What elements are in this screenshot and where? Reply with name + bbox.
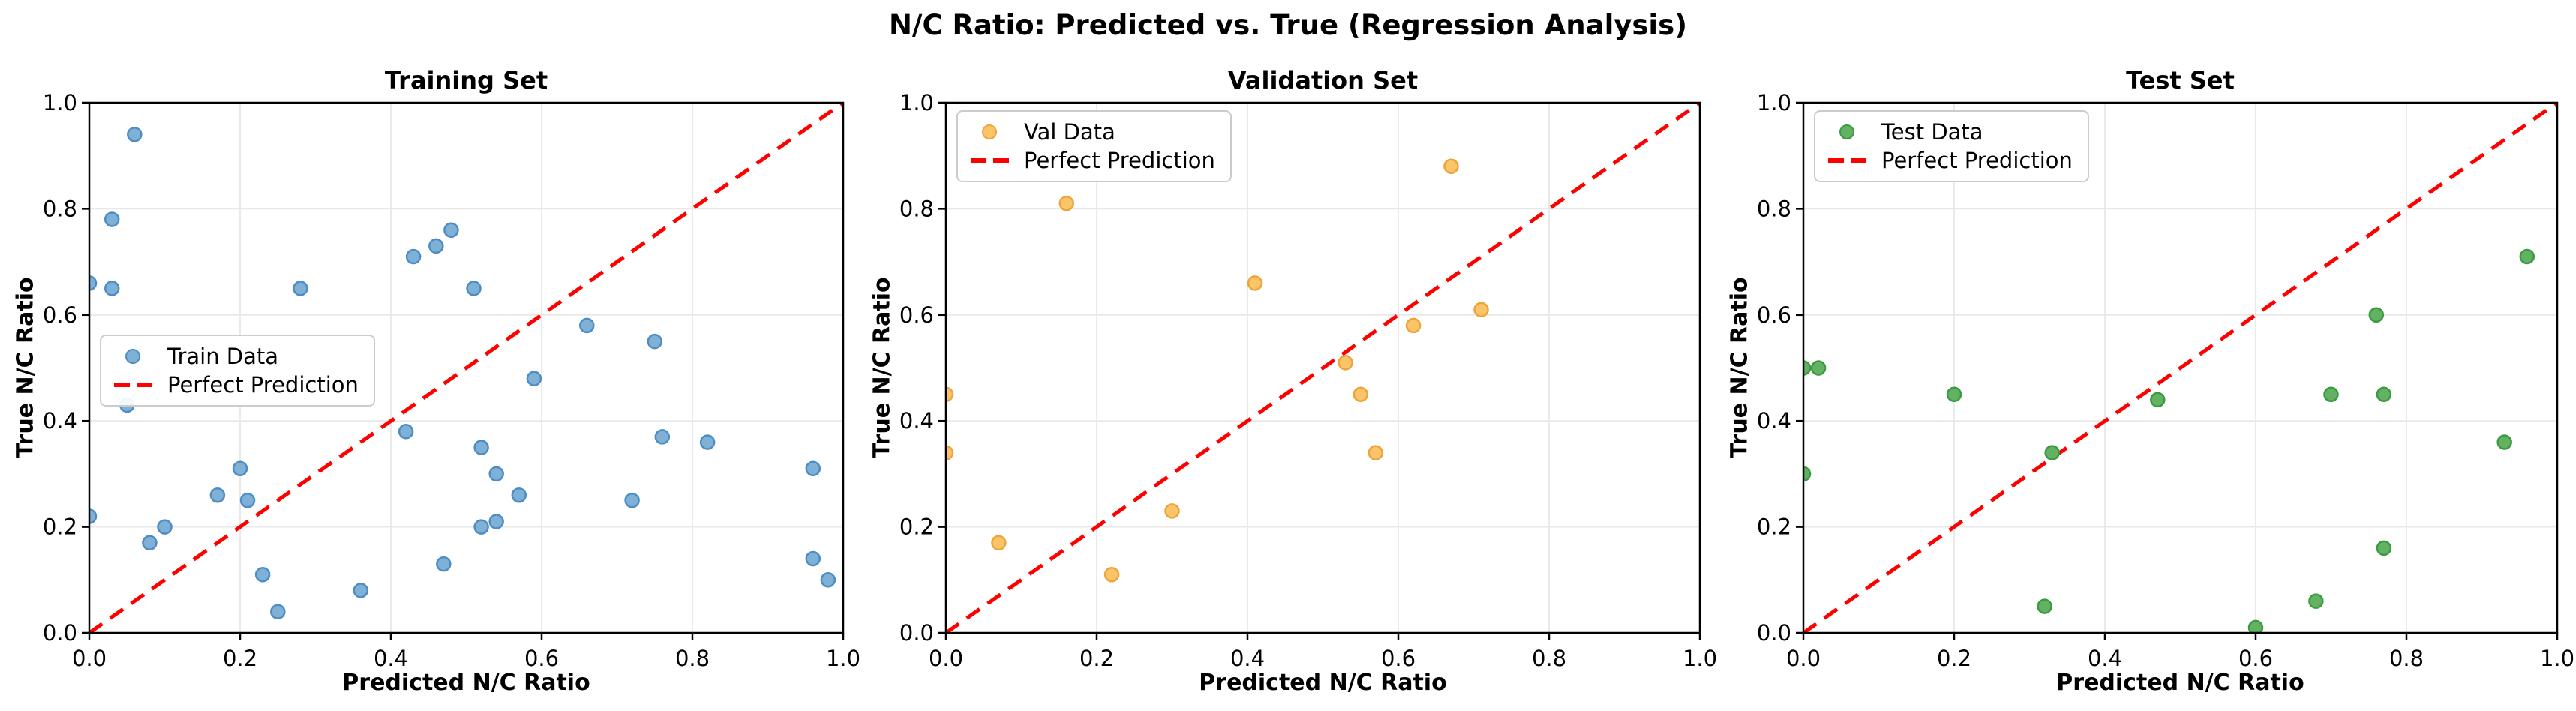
y-axis-label: True N/C Ratio xyxy=(12,277,39,458)
test-scatter-canvas: 0.0 0.2 0.4 0.6 0.8 1.0 0.0 0.2 0.4 0.6 0.8 1.0 xyxy=(1757,90,2574,671)
svg-text:0.2: 0.2 xyxy=(1757,514,1791,540)
svg-text:0.4: 0.4 xyxy=(2088,646,2122,671)
legend: Test Data Perfect Prediction xyxy=(1814,110,2089,182)
svg-text:1.0: 1.0 xyxy=(1683,646,1717,671)
svg-text:0.4: 0.4 xyxy=(1757,408,1791,434)
legend-label: Perfect Prediction xyxy=(1881,148,2073,173)
svg-text:1.0: 1.0 xyxy=(2540,646,2574,671)
svg-text:0.8: 0.8 xyxy=(2389,646,2424,671)
svg-text:0.6: 0.6 xyxy=(2238,646,2273,671)
svg-text:0.0: 0.0 xyxy=(899,620,934,646)
svg-text:0.2: 0.2 xyxy=(43,514,77,540)
legend-row: Perfect Prediction xyxy=(1823,146,2073,175)
legend-label: Test Data xyxy=(1881,119,1983,145)
x-axis-label: Predicted N/C Ratio xyxy=(2056,670,2304,696)
legend-label: Train Data xyxy=(167,344,279,369)
training-scatter-canvas: 0.0 0.2 0.4 0.6 0.8 1.0 0.0 0.2 0.4 0.6 0.8 1.0 xyxy=(43,90,860,671)
x-axis-label: Predicted N/C Ratio xyxy=(1199,670,1447,696)
svg-text:0.4: 0.4 xyxy=(374,646,408,671)
legend-label: Perfect Prediction xyxy=(1024,148,1215,173)
svg-text:0.4: 0.4 xyxy=(1230,646,1265,671)
dashed-line-icon xyxy=(1827,158,1866,163)
x-axis-label: Predicted N/C Ratio xyxy=(342,670,590,696)
y-axis-label: True N/C Ratio xyxy=(1726,277,1753,458)
svg-text:1.0: 1.0 xyxy=(826,646,860,671)
legend-label: Val Data xyxy=(1024,119,1115,145)
svg-text:0.0: 0.0 xyxy=(43,620,77,646)
y-axis-label: True N/C Ratio xyxy=(869,277,896,458)
scatter-marker-icon xyxy=(1839,124,1854,140)
svg-text:0.6: 0.6 xyxy=(43,302,77,328)
svg-text:0.4: 0.4 xyxy=(899,408,934,434)
subplot-test: 0.0 0.2 0.4 0.6 0.8 1.0 0.0 0.2 0.4 0.6 0.8 1.0 Tes… xyxy=(1714,0,2576,711)
legend: Val Data Perfect Prediction xyxy=(956,110,1232,182)
svg-text:0.0: 0.0 xyxy=(1757,620,1791,646)
legend: Train Data Perfect Prediction xyxy=(100,334,375,406)
svg-text:0.2: 0.2 xyxy=(1079,646,1114,671)
legend-row: Perfect Prediction xyxy=(965,146,1215,175)
svg-text:1.0: 1.0 xyxy=(43,90,77,116)
svg-text:0.8: 0.8 xyxy=(899,196,934,221)
subplot-validation: 0.0 0.2 0.4 0.6 0.8 1.0 0.0 0.2 0.4 0.6 0.8 1.0 Val… xyxy=(857,0,1719,711)
svg-text:0.0: 0.0 xyxy=(1786,646,1821,671)
svg-text:0.6: 0.6 xyxy=(899,302,934,328)
svg-text:0.6: 0.6 xyxy=(524,646,559,671)
svg-text:0.0: 0.0 xyxy=(929,646,963,671)
svg-text:0.0: 0.0 xyxy=(72,646,107,671)
plot-title: Validation Set xyxy=(1227,66,1419,94)
subplot-training: 0.0 0.2 0.4 0.6 0.8 1.0 0.0 0.2 0.4 0.6 0.8 1.0 Tra… xyxy=(0,0,862,711)
scatter-marker-icon xyxy=(125,349,140,364)
svg-text:0.2: 0.2 xyxy=(223,646,257,671)
legend-row: Val Data xyxy=(965,118,1215,146)
legend-row: Train Data xyxy=(109,342,359,370)
svg-text:0.2: 0.2 xyxy=(899,514,934,540)
svg-text:0.8: 0.8 xyxy=(675,646,710,671)
svg-text:0.4: 0.4 xyxy=(43,408,77,434)
figure-title: N/C Ratio: Predicted vs. True (Regressio… xyxy=(888,9,1688,41)
svg-text:0.6: 0.6 xyxy=(1757,302,1791,328)
svg-text:0.8: 0.8 xyxy=(1757,196,1791,221)
legend-label: Perfect Prediction xyxy=(167,372,359,398)
svg-text:1.0: 1.0 xyxy=(1757,90,1791,116)
dashed-line-icon xyxy=(113,382,152,387)
svg-text:0.8: 0.8 xyxy=(1532,646,1566,671)
plot-title: Training Set xyxy=(384,66,548,94)
svg-text:1.0: 1.0 xyxy=(899,90,934,116)
plot-title: Test Set xyxy=(2126,66,2235,94)
dashed-line-icon xyxy=(970,158,1009,163)
validation-scatter-canvas: 0.0 0.2 0.4 0.6 0.8 1.0 0.0 0.2 0.4 0.6 0.8 1.0 xyxy=(899,90,1717,671)
legend-row: Perfect Prediction xyxy=(109,370,359,399)
svg-text:0.6: 0.6 xyxy=(1381,646,1416,671)
svg-text:0.8: 0.8 xyxy=(43,196,77,221)
svg-text:0.2: 0.2 xyxy=(1937,646,1971,671)
scatter-marker-icon xyxy=(982,124,997,140)
legend-row: Test Data xyxy=(1823,118,2073,146)
